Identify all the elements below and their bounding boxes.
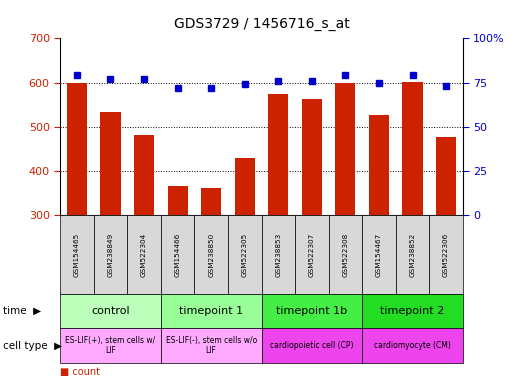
Bar: [403, 82, 423, 215]
Bar: [134, 135, 154, 215]
Bar: [362, 328, 463, 363]
Bar: [369, 115, 389, 215]
Text: cardiomyocyte (CM): cardiomyocyte (CM): [374, 341, 451, 350]
Text: cardiopoietic cell (CP): cardiopoietic cell (CP): [270, 341, 354, 350]
Text: cell type  ▶: cell type ▶: [3, 341, 62, 351]
Text: control: control: [91, 306, 130, 316]
Bar: [362, 294, 463, 328]
Bar: [228, 215, 262, 294]
Bar: [262, 294, 362, 328]
Bar: [60, 294, 161, 328]
Text: GSM522308: GSM522308: [343, 232, 348, 276]
Bar: [94, 215, 127, 294]
Bar: [161, 328, 262, 363]
Text: timepoint 1: timepoint 1: [179, 306, 243, 316]
Text: ES-LIF(-), stem cells w/o
LIF: ES-LIF(-), stem cells w/o LIF: [166, 336, 257, 355]
Text: timepoint 1b: timepoint 1b: [276, 306, 347, 316]
Text: GSM522307: GSM522307: [309, 232, 315, 276]
Text: GSM522304: GSM522304: [141, 232, 147, 276]
Text: timepoint 2: timepoint 2: [380, 306, 445, 316]
Text: GSM154466: GSM154466: [175, 232, 180, 276]
Bar: [262, 215, 295, 294]
Bar: [362, 215, 396, 294]
Bar: [328, 215, 362, 294]
Bar: [167, 186, 188, 215]
Text: GDS3729 / 1456716_s_at: GDS3729 / 1456716_s_at: [174, 17, 349, 31]
Bar: [100, 112, 120, 215]
Text: GSM154467: GSM154467: [376, 232, 382, 276]
Bar: [195, 215, 228, 294]
Bar: [201, 188, 221, 215]
Text: GSM238849: GSM238849: [108, 232, 113, 276]
Bar: [67, 83, 87, 215]
Text: GSM238852: GSM238852: [410, 232, 415, 276]
Text: GSM522306: GSM522306: [443, 232, 449, 276]
Bar: [268, 94, 288, 215]
Text: GSM238850: GSM238850: [208, 232, 214, 276]
Bar: [60, 215, 94, 294]
Bar: [262, 328, 362, 363]
Bar: [295, 215, 328, 294]
Text: GSM154465: GSM154465: [74, 232, 80, 276]
Text: time  ▶: time ▶: [3, 306, 41, 316]
Bar: [235, 157, 255, 215]
Bar: [127, 215, 161, 294]
Bar: [396, 215, 429, 294]
Text: ■ count: ■ count: [60, 367, 100, 377]
Text: GSM522305: GSM522305: [242, 232, 248, 276]
Text: ES-LIF(+), stem cells w/
LIF: ES-LIF(+), stem cells w/ LIF: [65, 336, 156, 355]
Bar: [60, 328, 161, 363]
Bar: [335, 83, 356, 215]
Bar: [429, 215, 463, 294]
Text: GSM238853: GSM238853: [275, 232, 281, 276]
Bar: [302, 99, 322, 215]
Bar: [161, 294, 262, 328]
Bar: [161, 215, 195, 294]
Bar: [436, 137, 456, 215]
